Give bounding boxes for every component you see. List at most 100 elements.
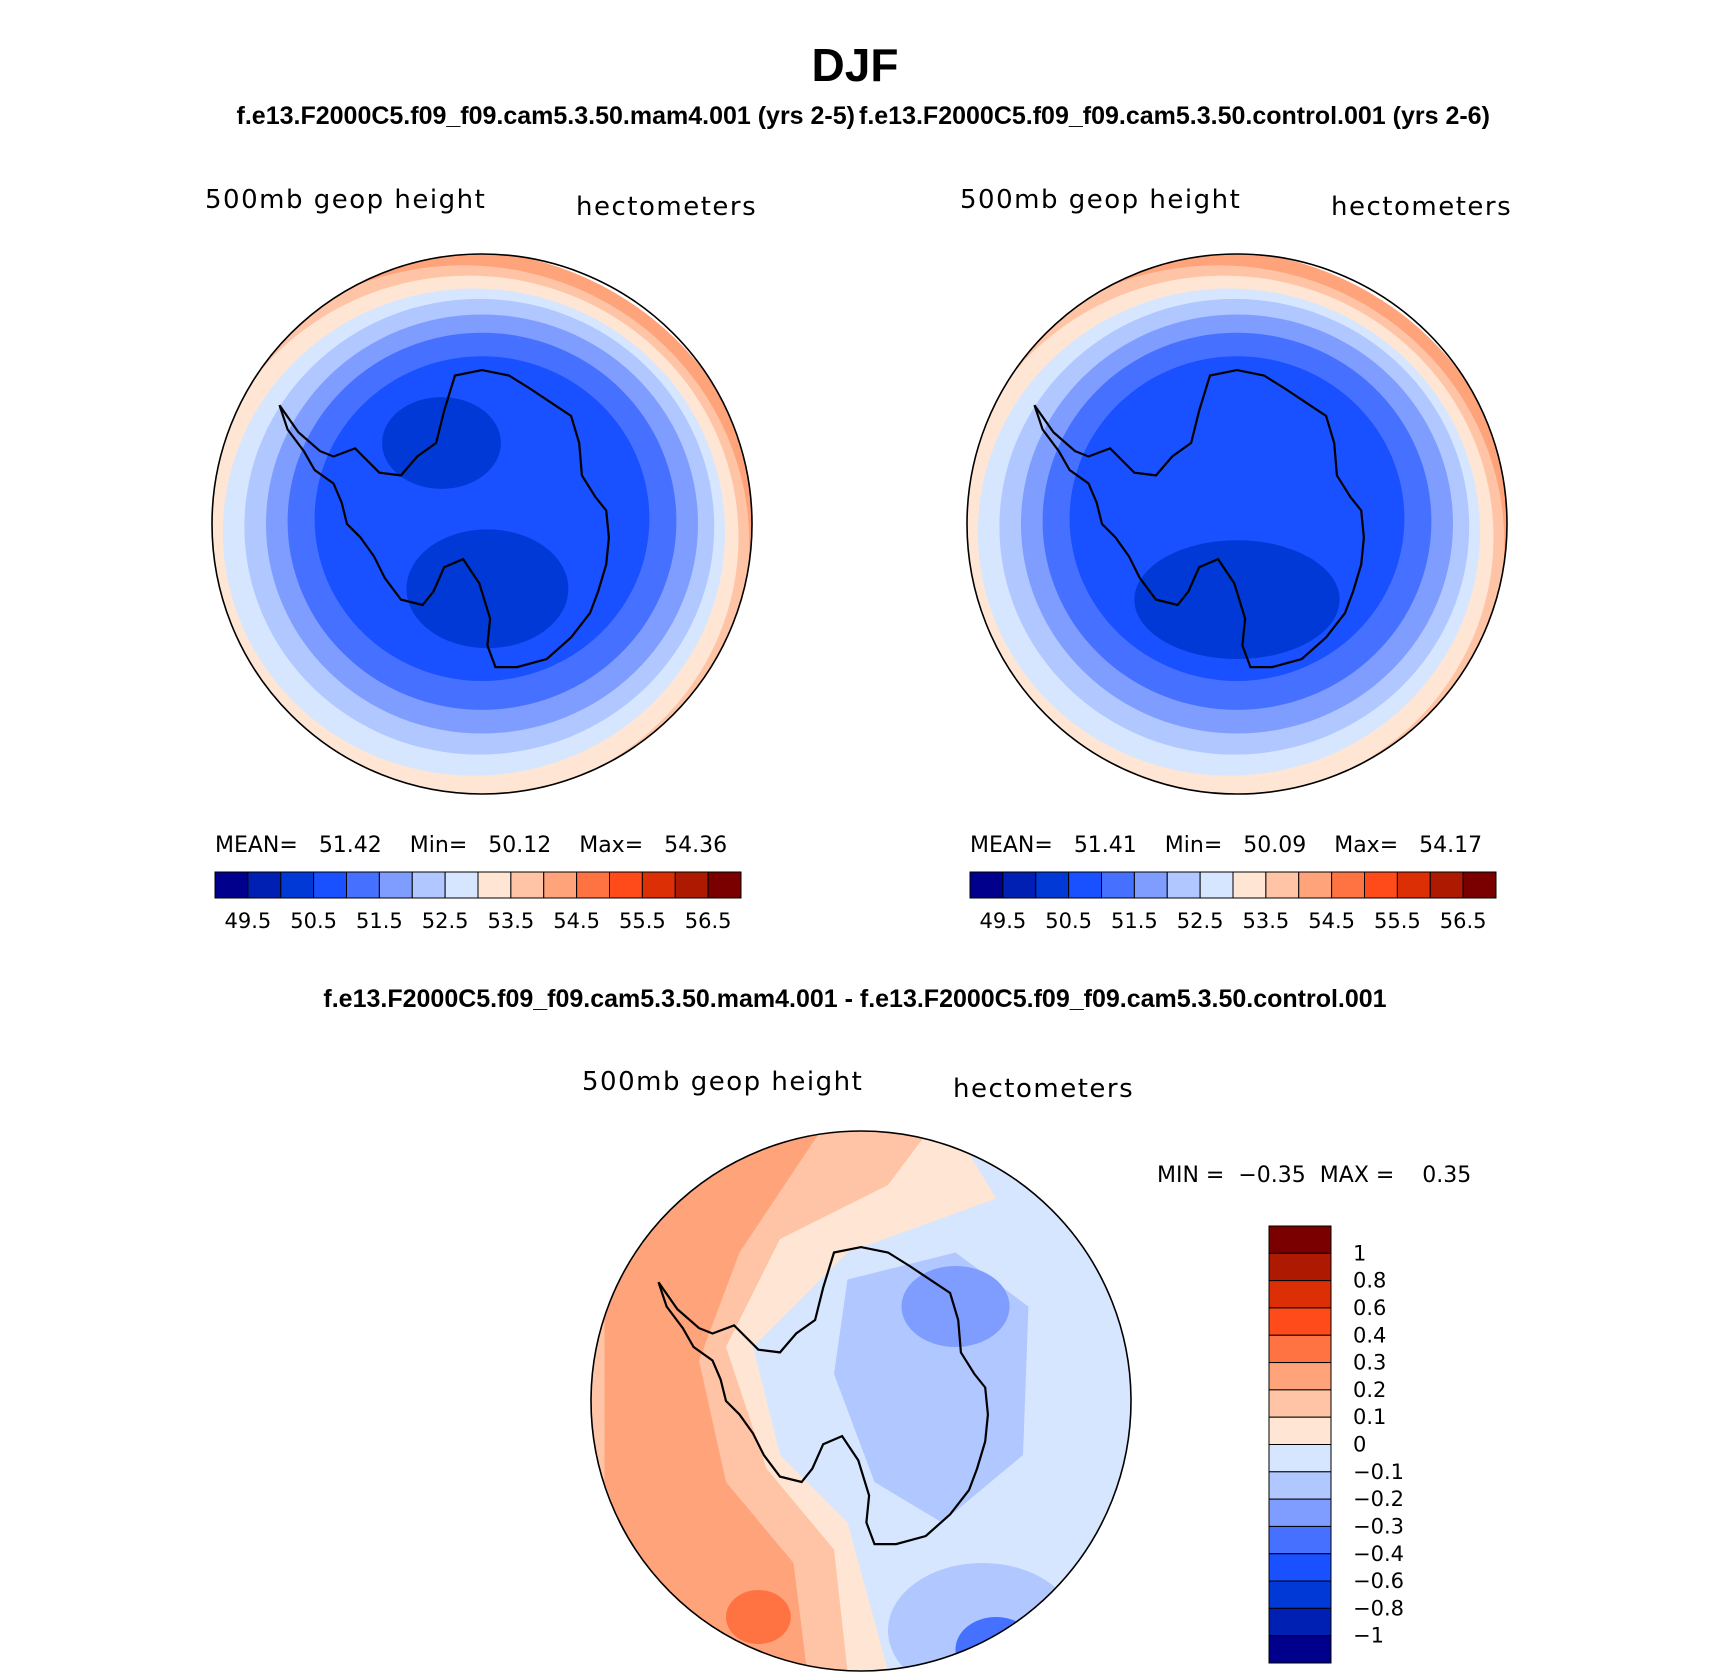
panel1-mean-label: MEAN= (215, 833, 298, 858)
panel2-colorbar-tick: 50.5 (1045, 909, 1092, 933)
panel1-map-boundary (211, 253, 753, 795)
panel2-colorbar-tick: 54.5 (1308, 909, 1355, 933)
panel3-map-boundary (590, 1130, 1132, 1672)
panel3-max-label: MAX = (1319, 1163, 1395, 1188)
panel3-min-value: −0.35 (1238, 1163, 1306, 1188)
panel1-low-center (382, 397, 501, 489)
panel1-low-center (406, 529, 569, 649)
panel1-colorbar-swatch (510, 871, 545, 899)
panel3-colorbar-swatch (1268, 1307, 1332, 1336)
panel1-colorbar-tick: 56.5 (685, 909, 732, 933)
panel3-colorbar-tick: −0.1 (1353, 1460, 1404, 1484)
panel1-map (211, 253, 753, 795)
panel2-colorbar-swatch (969, 871, 1004, 899)
panel1-mean-value: 51.42 (318, 833, 382, 858)
panel2-colorbar-tick: 51.5 (1111, 909, 1158, 933)
panel3-min-label: MIN = (1157, 1163, 1225, 1188)
panel3-colorbar-swatch (1268, 1362, 1332, 1391)
panel1-colorbar-swatch (411, 871, 446, 899)
panel3-colorbar-swatch (1268, 1225, 1332, 1254)
panel1-colorbar-swatch (444, 871, 479, 899)
panel3-colorbar-tick: −0.8 (1353, 1596, 1404, 1620)
panel1-colorbar-swatch (576, 871, 610, 899)
panel3-variable-label: 500mb geop height (582, 1067, 864, 1097)
panel2-antarctica-coastline (1033, 368, 1366, 669)
panel2-colorbar-swatch (1101, 871, 1135, 899)
panel3-colorbar: 1 0.8 0.6 0.4 0.3 0.2 0.1 0 −0.1 −0.2 −0.3 −0.4 −0.6… (1268, 1225, 1404, 1664)
panel3-colorbar-tick: −0.2 (1353, 1487, 1404, 1511)
panel1-colorbar-tick: 50.5 (290, 909, 337, 933)
panel1-colorbar-swatch (247, 871, 282, 899)
panel2-colorbar-swatch (1035, 871, 1070, 899)
panel3-colorbar-swatch (1268, 1580, 1332, 1609)
panel2-colorbar-swatch (1364, 871, 1398, 899)
panel2-colorbar-tick: 56.5 (1440, 909, 1487, 933)
panel3-map (590, 1130, 1132, 1672)
panel1-colorbar-swatch (543, 871, 578, 899)
panel2-colorbar-swatch (1331, 871, 1365, 899)
panel2-colorbar-swatch (1232, 871, 1267, 899)
panel1-colorbar-swatch (477, 871, 512, 899)
panel3-colorbar-tick: 0.3 (1353, 1351, 1386, 1375)
difference-title: f.e13.F2000C5.f09_f09.cam5.3.50.mam4.001… (323, 985, 1387, 1013)
panel1-colorbar-swatch (707, 871, 742, 899)
panel3-colorbar-swatch (1268, 1389, 1332, 1418)
panel2-variable-label: 500mb geop height (960, 185, 1242, 215)
panel2-colorbar-swatch (1199, 871, 1234, 899)
panel2-mean-value: 51.41 (1073, 833, 1137, 858)
panel3-colorbar-swatch (1268, 1280, 1332, 1309)
panel2-colorbar-swatch (1068, 871, 1102, 899)
panel3-colorbar-tick: 1 (1353, 1241, 1366, 1265)
panel2-colorbar-swatch (1429, 871, 1464, 899)
panel2-min-value: 50.09 (1243, 833, 1307, 858)
panel2-colorbar-swatch (1133, 871, 1168, 899)
panel1-colorbar: 49.5 50.5 51.5 52.5 53.5 54.5 55.5 56.5 (214, 871, 742, 933)
panel1-colorbar-swatch (378, 871, 413, 899)
panel3-colorbar-tick: 0 (1353, 1433, 1366, 1457)
panel1-colorbar-tick: 55.5 (619, 909, 666, 933)
panel3-colorbar-swatch (1268, 1635, 1332, 1664)
panel3-positive-max (726, 1590, 791, 1644)
panel1-colorbar-swatch (346, 871, 380, 899)
panel1-colorbar-swatch (641, 871, 676, 899)
panel1-colorbar-tick: 53.5 (487, 909, 534, 933)
panel3-colorbar-swatch (1268, 1252, 1332, 1282)
panel3-colorbar-tick: 0.4 (1353, 1323, 1386, 1347)
panel1-colorbar-swatch (214, 871, 249, 899)
panel2-min-label: Min= (1164, 833, 1223, 858)
panel2-colorbar-swatch (1396, 871, 1431, 899)
panel2-stats: MEAN= 51.41 Min= 50.09 Max= 54.17 (970, 833, 1482, 858)
panel2-units-label: hectometers (1331, 192, 1513, 222)
panel3-colorbar-swatch (1268, 1553, 1332, 1582)
panel3-colorbar-swatch (1268, 1607, 1332, 1637)
panel3-colorbar-tick: −0.4 (1353, 1542, 1404, 1566)
panel3-colorbar-tick: 0.1 (1353, 1405, 1386, 1429)
panel1-colorbar-swatch (609, 871, 643, 899)
panel2-colorbar-tick: 52.5 (1177, 909, 1224, 933)
subtitle-mam4: f.e13.F2000C5.f09_f09.cam5.3.50.mam4.001… (236, 102, 855, 130)
panel3-colorbar-tick: 0.8 (1353, 1269, 1386, 1293)
panel2-low-center (1134, 540, 1340, 659)
panel3-colorbar-tick: −1 (1353, 1624, 1384, 1648)
panel3-units-label: hectometers (953, 1074, 1135, 1104)
panel2-colorbar-swatch (1462, 871, 1497, 899)
panel1-colorbar-tick: 49.5 (224, 909, 271, 933)
panel1-antarctica-coastline (278, 368, 611, 669)
panel3-colorbar-swatch (1268, 1334, 1332, 1364)
panel2-max-label: Max= (1334, 833, 1399, 858)
panel3-colorbar-tick: −0.6 (1353, 1569, 1404, 1593)
panel3-colorbar-swatch (1268, 1444, 1332, 1473)
panel2-colorbar-tick: 55.5 (1374, 909, 1421, 933)
subtitle-control: f.e13.F2000C5.f09_f09.cam5.3.50.control.… (859, 102, 1490, 130)
panel2-colorbar-tick: 49.5 (979, 909, 1026, 933)
panel1-colorbar-tick: 51.5 (356, 909, 403, 933)
panel2-mean-label: MEAN= (970, 833, 1053, 858)
panel3-negative-band-0.3 (901, 1266, 1010, 1347)
panel1-max-label: Max= (579, 833, 644, 858)
panel1-colorbar-swatch (280, 871, 315, 899)
panel2-colorbar-swatch (1298, 871, 1333, 899)
panel3-positive-band-0.3 (604, 1131, 821, 1671)
figure-title: DJF (811, 39, 899, 91)
panel2-map (966, 253, 1508, 795)
